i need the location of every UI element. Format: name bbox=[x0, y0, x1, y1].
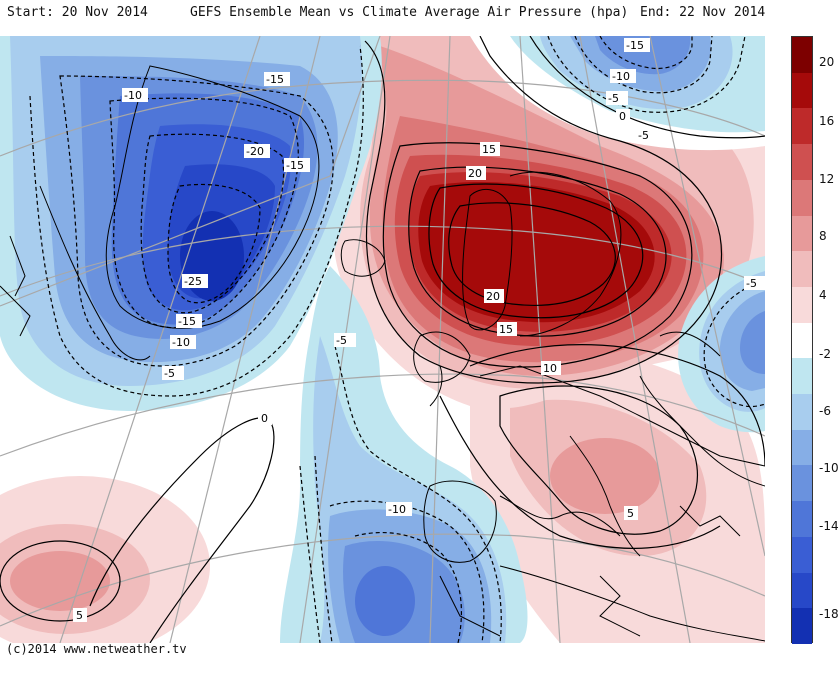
start-date: Start: 20 Nov 2014 bbox=[7, 5, 148, 20]
color-scale-tick-label: -6 bbox=[819, 404, 831, 418]
svg-text:-5: -5 bbox=[638, 129, 649, 142]
anomaly-shading-southwest-high bbox=[0, 476, 210, 643]
svg-text:-5: -5 bbox=[336, 334, 347, 347]
pressure-contours bbox=[0, 36, 765, 643]
contour-label: 15 bbox=[497, 322, 517, 336]
svg-text:-5: -5 bbox=[164, 367, 175, 380]
color-scale-segment bbox=[792, 572, 812, 609]
contour-label: -15 bbox=[284, 158, 310, 172]
anomaly-shading-east-low bbox=[678, 256, 765, 433]
color-scale-tick-label: 20 bbox=[819, 55, 835, 69]
svg-text:-5: -5 bbox=[746, 277, 757, 290]
svg-text:0: 0 bbox=[619, 110, 626, 123]
svg-text:5: 5 bbox=[627, 507, 634, 520]
svg-text:-15: -15 bbox=[286, 159, 304, 172]
contour-label: 20 bbox=[484, 289, 504, 303]
color-scale-segment bbox=[792, 501, 812, 538]
contour-label: -15 bbox=[624, 38, 650, 52]
contour-label: 20 bbox=[466, 166, 486, 180]
svg-text:-10: -10 bbox=[612, 70, 630, 83]
color-scale-tick-label: -14 bbox=[819, 519, 839, 533]
svg-text:-15: -15 bbox=[266, 73, 284, 86]
svg-text:15: 15 bbox=[499, 323, 513, 336]
contour-labels: -15 -10 -20 -15 -25 -15 -10 -5 -15 -10 -… bbox=[73, 38, 765, 622]
color-scale-segment bbox=[792, 144, 812, 181]
svg-text:5: 5 bbox=[76, 609, 83, 622]
color-scale-segment bbox=[792, 429, 812, 466]
contour-label: -10 bbox=[386, 502, 412, 516]
color-scale-bar bbox=[791, 36, 813, 645]
contour-label: -5 bbox=[334, 333, 356, 347]
svg-text:-25: -25 bbox=[184, 275, 202, 288]
color-scale-segment bbox=[792, 536, 812, 574]
contour-label: -10 bbox=[170, 335, 196, 349]
anomaly-shading-greenland-low bbox=[0, 36, 382, 411]
color-scale-tick-label: 4 bbox=[819, 288, 827, 302]
contour-label: -15 bbox=[264, 72, 290, 86]
color-scale-segment bbox=[792, 37, 812, 74]
contour-label: -5 bbox=[606, 91, 628, 105]
svg-text:15: 15 bbox=[482, 143, 496, 156]
contour-label: 5 bbox=[73, 608, 87, 622]
contour-label: 0 bbox=[616, 109, 630, 123]
contour-label: 5 bbox=[624, 506, 638, 520]
color-scale-segment bbox=[792, 608, 812, 645]
svg-text:20: 20 bbox=[486, 290, 500, 303]
svg-text:-5: -5 bbox=[608, 92, 619, 105]
color-scale-tick-label: -18 bbox=[819, 607, 839, 621]
color-scale-segment bbox=[792, 394, 812, 431]
coastlines bbox=[0, 65, 765, 642]
contour-label: -5 bbox=[162, 366, 184, 380]
color-scale-segment bbox=[792, 72, 812, 109]
color-scale-tick-label: 16 bbox=[819, 114, 835, 128]
svg-text:-20: -20 bbox=[246, 145, 264, 158]
color-scale-tick-label: 12 bbox=[819, 172, 835, 186]
anomaly-shading-europe-high bbox=[470, 349, 765, 643]
color-scale-segment bbox=[792, 108, 812, 145]
end-date: End: 22 Nov 2014 bbox=[640, 5, 766, 20]
chart-title: GEFS Ensemble Mean vs Climate Average Ai… bbox=[190, 5, 629, 20]
color-scale-segment bbox=[792, 179, 812, 217]
color-scale-tick-label: -10 bbox=[819, 461, 839, 475]
color-scale-segment bbox=[792, 215, 812, 252]
color-scale-segment bbox=[792, 322, 812, 359]
pressure-anomaly-map: -15 -10 -20 -15 -25 -15 -10 -5 -15 -10 -… bbox=[0, 36, 765, 643]
svg-text:-10: -10 bbox=[124, 89, 142, 102]
color-scale-segment bbox=[792, 358, 812, 395]
svg-text:-10: -10 bbox=[172, 336, 190, 349]
color-scale-segment bbox=[792, 251, 812, 288]
svg-text:-10: -10 bbox=[388, 503, 406, 516]
contour-label: 10 bbox=[541, 361, 561, 375]
svg-text:0: 0 bbox=[261, 412, 268, 425]
contour-label: -10 bbox=[610, 69, 636, 83]
color-scale-tick-label: 8 bbox=[819, 229, 827, 243]
contour-label: -5 bbox=[744, 276, 765, 290]
contour-label: -15 bbox=[176, 314, 202, 328]
contour-label: -25 bbox=[182, 274, 208, 288]
svg-text:10: 10 bbox=[543, 362, 557, 375]
svg-text:-15: -15 bbox=[178, 315, 196, 328]
contour-label: -10 bbox=[122, 88, 148, 102]
svg-text:20: 20 bbox=[468, 167, 482, 180]
contour-label: -20 bbox=[244, 144, 270, 158]
color-scale-tick-label: -2 bbox=[819, 347, 831, 361]
contour-label: 15 bbox=[480, 142, 500, 156]
contour-label: 0 bbox=[258, 411, 272, 425]
color-scale-segment bbox=[792, 465, 812, 502]
color-scale-segment bbox=[792, 286, 812, 324]
contour-label: -5 bbox=[636, 128, 658, 142]
svg-text:-15: -15 bbox=[626, 39, 644, 52]
copyright-credit: (c)2014 www.netweather.tv bbox=[6, 642, 187, 656]
